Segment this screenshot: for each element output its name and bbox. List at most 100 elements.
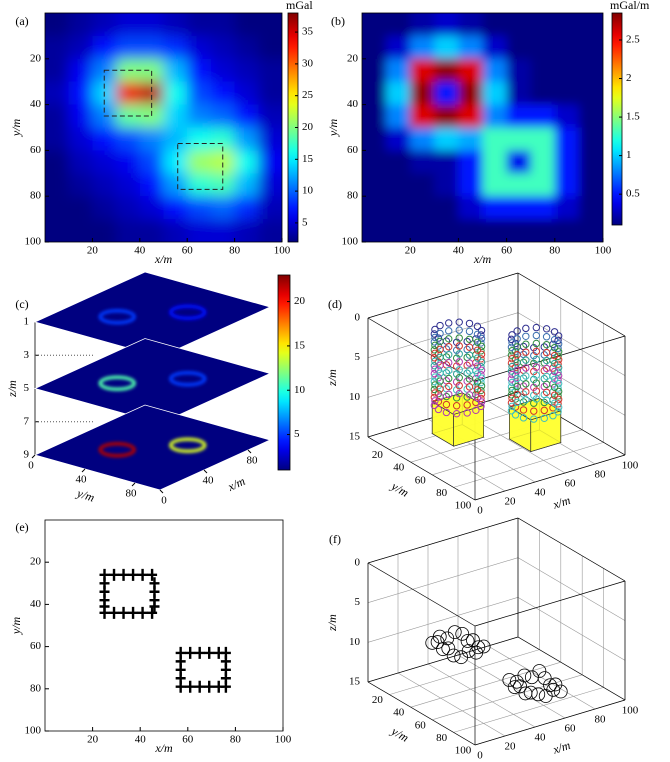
ring-point bbox=[507, 375, 516, 383]
point bbox=[430, 635, 445, 649]
ring-point bbox=[430, 361, 439, 370]
x-tick-label: 0 bbox=[477, 505, 483, 517]
ring-point bbox=[473, 346, 482, 354]
heatmap-cell bbox=[45, 150, 70, 174]
ring-point bbox=[452, 402, 461, 410]
ring-point bbox=[513, 398, 521, 407]
heatmap-cell bbox=[210, 81, 236, 106]
point bbox=[513, 679, 527, 694]
grid-line bbox=[367, 557, 519, 603]
heatmap-cell bbox=[482, 58, 508, 83]
ring-point bbox=[477, 347, 485, 355]
z-axis-label: z/m bbox=[5, 380, 19, 398]
ring-point bbox=[477, 326, 486, 335]
heatmap-cell bbox=[210, 13, 236, 37]
ring-point bbox=[542, 333, 551, 341]
outline-box bbox=[177, 143, 224, 190]
heatmap-cell bbox=[386, 58, 411, 83]
heatmap-cell bbox=[578, 196, 603, 220]
heatmap-cell bbox=[506, 58, 532, 83]
ring-point bbox=[554, 344, 562, 353]
y-tick-label: 20 bbox=[30, 52, 42, 64]
ring-point bbox=[477, 370, 485, 379]
ring-point bbox=[554, 395, 563, 404]
y-tick-label: 40 bbox=[393, 462, 405, 474]
z-tick-label: 9 bbox=[24, 449, 30, 461]
ring-point bbox=[513, 374, 521, 383]
y-tick-label: 0 bbox=[28, 460, 34, 472]
heatmap-cell bbox=[410, 81, 435, 106]
ring-point bbox=[477, 363, 485, 371]
heatmap-cell bbox=[530, 173, 556, 197]
x-axis-label: x/m bbox=[154, 252, 173, 266]
ring-point bbox=[463, 393, 471, 401]
heatmap-cell bbox=[578, 81, 603, 106]
heatmap-cell bbox=[258, 13, 282, 37]
x-tick-label: 80 bbox=[230, 734, 242, 746]
ring-point bbox=[550, 359, 559, 368]
z-axis-label: z/m bbox=[325, 614, 339, 632]
y-tick-label: 100 bbox=[25, 236, 42, 248]
ring-point bbox=[473, 378, 482, 386]
heatmap-cell bbox=[482, 196, 508, 220]
y-tick bbox=[131, 482, 136, 487]
ring-point bbox=[554, 384, 562, 392]
heatmap-cell bbox=[530, 58, 556, 83]
ring-point bbox=[431, 389, 439, 397]
x-axis-label: x/m bbox=[225, 474, 248, 495]
heatmap-cell bbox=[116, 58, 141, 83]
grid-line bbox=[517, 557, 626, 621]
heatmap-cell bbox=[458, 58, 483, 83]
heatmap-cell bbox=[458, 196, 483, 220]
ring-point bbox=[430, 354, 439, 362]
ring-point bbox=[542, 356, 551, 365]
heatmap-cell bbox=[530, 104, 556, 128]
heatmap-clip bbox=[45, 13, 282, 242]
ring-point bbox=[508, 362, 516, 371]
heatmap-cell bbox=[45, 13, 70, 37]
heatmap-cell bbox=[45, 81, 70, 106]
ring-point bbox=[513, 351, 521, 359]
point bbox=[109, 568, 120, 581]
ring-point bbox=[431, 341, 439, 350]
heatmap-cell bbox=[506, 81, 532, 106]
ring-point bbox=[554, 403, 563, 412]
heatmap-cell bbox=[68, 81, 93, 106]
heatmap-cell bbox=[386, 196, 411, 220]
ring-point bbox=[507, 399, 516, 407]
ring bbox=[507, 395, 563, 423]
ring-point bbox=[465, 391, 474, 399]
heatmap-cell bbox=[578, 150, 603, 174]
box-edge bbox=[367, 517, 519, 564]
ring bbox=[507, 363, 563, 392]
heatmap-cell bbox=[163, 150, 188, 174]
point bbox=[185, 680, 196, 693]
ring-point bbox=[530, 399, 538, 407]
ring-point bbox=[507, 367, 516, 375]
ring-point bbox=[554, 392, 562, 400]
heatmap-cell bbox=[506, 219, 532, 242]
colorbar-tick-label: 35 bbox=[302, 26, 314, 38]
heatmap-cell bbox=[434, 13, 459, 37]
ring-point bbox=[465, 375, 474, 383]
ring-point bbox=[549, 412, 557, 420]
y-tick-label: 100 bbox=[342, 236, 359, 248]
heatmap-cell bbox=[554, 173, 580, 197]
ring-point bbox=[455, 381, 463, 390]
x-axis-label: x/m bbox=[550, 493, 572, 512]
ring-point bbox=[542, 348, 551, 357]
ring-point bbox=[550, 399, 559, 407]
anomaly-ring bbox=[169, 437, 207, 453]
heatmap-cell bbox=[506, 127, 532, 151]
ring-point bbox=[430, 401, 439, 410]
heatmap-cell bbox=[410, 196, 435, 220]
heatmap bbox=[45, 13, 282, 242]
colorbar-tick-label: 15 bbox=[294, 339, 306, 351]
heatmap-cell bbox=[163, 219, 188, 242]
heatmap-cell bbox=[234, 35, 259, 60]
heatmap bbox=[362, 13, 603, 242]
ring-point bbox=[549, 404, 557, 412]
heatmap-cell bbox=[506, 104, 532, 128]
box-edge bbox=[517, 636, 626, 701]
point bbox=[147, 606, 158, 619]
